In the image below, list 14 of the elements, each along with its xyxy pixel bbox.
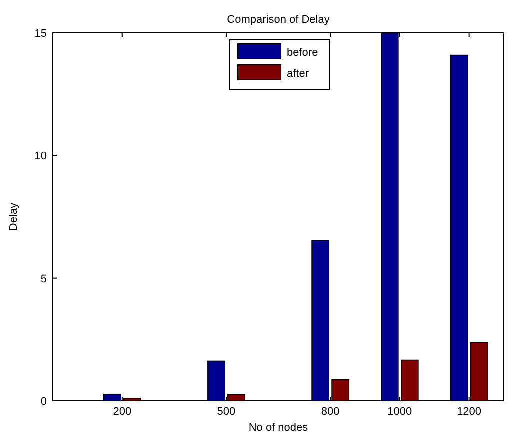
y-tick-label: 15 [34,28,47,40]
x-tick-label: 500 [217,406,236,418]
y-tick-label: 10 [34,150,47,163]
y-tick-label: 5 [40,273,47,286]
legend-label: after [287,68,310,80]
x-tick-label: 800 [321,406,340,418]
x-tick-label: 200 [113,406,132,418]
chart-title: Comparison of Delay [227,14,330,26]
y-tick-label: 0 [40,396,47,408]
x-tick-label: 1200 [457,406,482,418]
x-tick-label: 1000 [388,406,412,418]
legend-label: before [287,47,318,59]
x-axis-title: No of nodes [248,422,309,434]
y-axis-title: Delay [8,202,20,232]
